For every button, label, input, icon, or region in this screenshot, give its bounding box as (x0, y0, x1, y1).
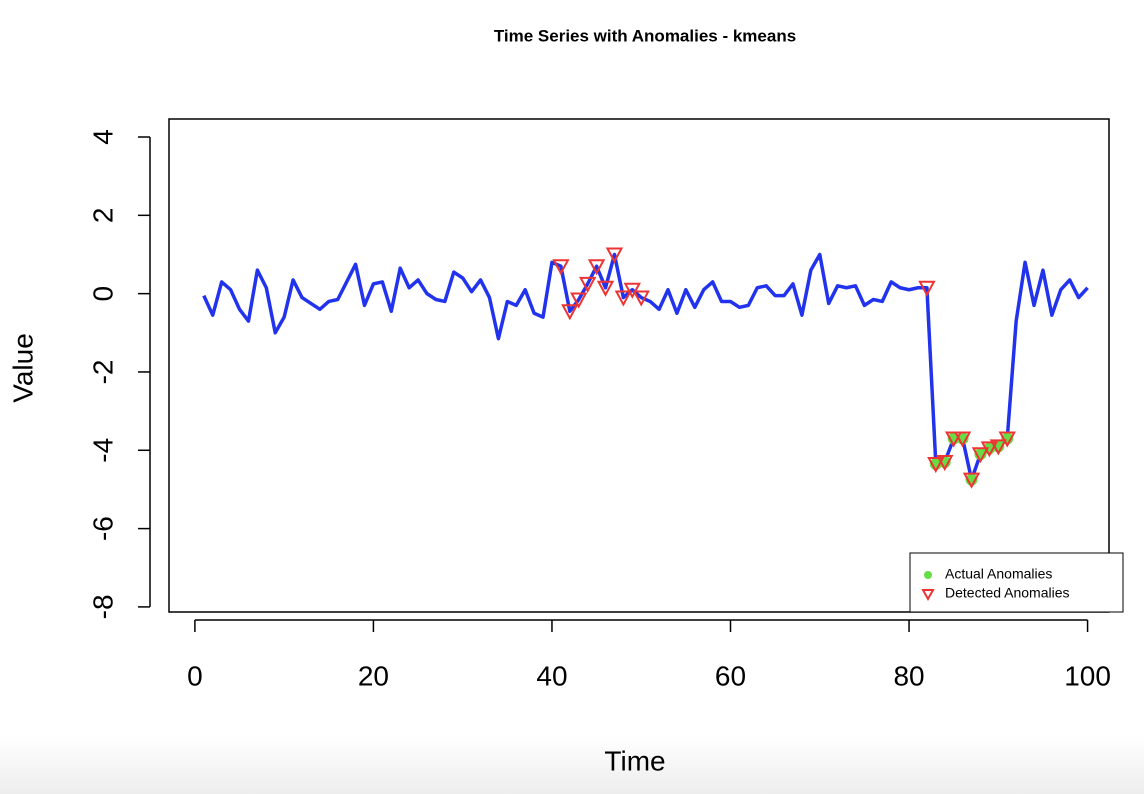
legend-label: Actual Anomalies (945, 566, 1052, 582)
anomaly-detected (587, 259, 606, 276)
anomaly-detected (989, 439, 1007, 456)
anomaly-detected (570, 292, 588, 309)
y-tick-label: -2 (87, 360, 118, 385)
x-tick-label: 80 (893, 660, 924, 691)
y-axis-label: Value (7, 333, 38, 403)
anomaly-detected (596, 280, 615, 297)
x-tick-label: 60 (715, 660, 746, 691)
anomaly-detected (980, 441, 999, 458)
x-tick-label: 100 (1064, 660, 1111, 691)
legend-marker (921, 589, 935, 602)
y-tick-label: 4 (87, 129, 118, 145)
plot-box (168, 118, 1110, 613)
anomaly-detected (918, 280, 936, 297)
y-tick-label: -8 (87, 594, 118, 619)
series-line (202, 252, 1089, 482)
legend-marker (924, 571, 932, 579)
anomaly-detected (962, 472, 981, 489)
anomaly-detected (632, 290, 650, 307)
y-tick-label: -4 (87, 438, 118, 463)
y-tick-label: -6 (87, 516, 118, 541)
anomaly-detected (936, 455, 954, 472)
anomaly-detected (944, 431, 963, 448)
anomaly-detected (561, 304, 579, 321)
anomaly-detected (578, 276, 597, 293)
anomaly-detected (927, 456, 945, 474)
x-tick-label: 40 (536, 660, 567, 691)
anomaly-detected (623, 282, 641, 299)
legend-label: Detected Anomalies (945, 585, 1070, 601)
y-tick-label: 2 (87, 208, 118, 224)
legend-box (909, 552, 1124, 613)
anomaly-detected (998, 431, 1016, 448)
anomaly-detected (552, 259, 570, 276)
x-axis-label: Time (604, 745, 665, 776)
anomaly-detected (614, 290, 633, 307)
anomaly-detected (605, 247, 624, 264)
chart-title: Time Series with Anomalies - kmeans (494, 26, 796, 45)
anomaly-detected (953, 431, 972, 448)
x-tick-label: 0 (187, 660, 203, 691)
anomaly-detected (971, 447, 990, 464)
bottom-band (0, 735, 1144, 794)
y-tick-label: 0 (87, 286, 118, 302)
x-tick-label: 20 (358, 660, 389, 691)
